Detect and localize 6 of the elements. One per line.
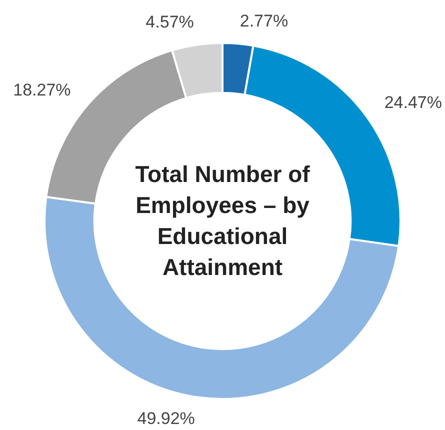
data-label: 49.92% — [137, 408, 195, 428]
data-label: 2.77% — [240, 11, 288, 30]
data-label: 24.47% — [384, 93, 442, 112]
text: Total Number of Employees – by Educational Attainment — [134, 160, 311, 282]
data-label: 18.27% — [13, 80, 71, 100]
data-label: 4.57% — [146, 12, 194, 32]
